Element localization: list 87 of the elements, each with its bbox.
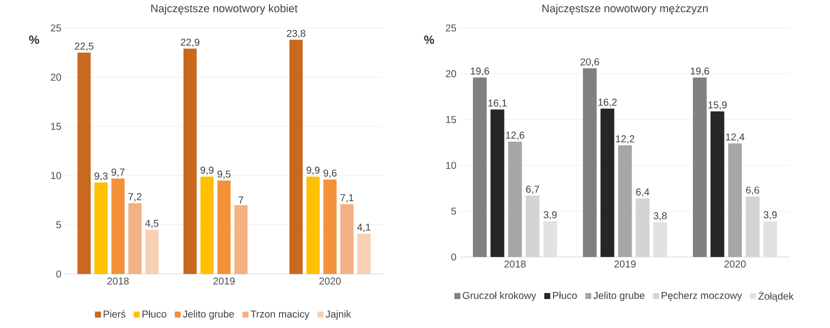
bar — [618, 145, 632, 257]
bar — [728, 143, 742, 257]
legend-label: Jelito grube — [182, 310, 234, 320]
bar — [600, 108, 614, 257]
x-tick-label: 2018 — [107, 278, 129, 285]
data-label: 19,6 — [690, 68, 710, 76]
bar — [582, 68, 597, 257]
x-tick-label: 2020 — [724, 260, 746, 268]
bar — [323, 180, 337, 274]
y-tick-label: 5 — [451, 208, 456, 215]
data-label: 7,2 — [128, 193, 142, 202]
bar — [710, 111, 724, 257]
data-label: 9,3 — [94, 172, 108, 181]
bar — [183, 48, 197, 274]
bar — [111, 178, 125, 274]
data-label: 9,9 — [306, 166, 320, 175]
y-tick-label: 25 — [50, 24, 62, 32]
data-label: 6,7 — [526, 186, 540, 194]
bar — [340, 204, 354, 274]
bar — [508, 142, 522, 257]
data-label: 9,5 — [218, 170, 231, 179]
y-tick-label: 25 — [446, 24, 456, 32]
x-tick-label: 2018 — [504, 260, 526, 268]
legend-label: Jajnik — [326, 310, 352, 320]
legend-label: Pęcherz moczowy — [662, 292, 742, 302]
data-label: 12,6 — [506, 132, 524, 140]
bar — [472, 77, 487, 257]
x-tick-label: 2019 — [213, 278, 235, 285]
data-label: 7 — [238, 196, 244, 204]
x-tick-label: 2020 — [319, 278, 341, 285]
bar — [234, 205, 248, 274]
bar — [77, 52, 91, 274]
bar — [289, 40, 303, 274]
legend-label: Gruczoł krokowy — [462, 292, 536, 301]
chart-title: Najczęstsze nowotwory mężczyzn — [542, 4, 708, 14]
data-label: 7,1 — [340, 194, 354, 202]
data-label: 9,9 — [200, 166, 214, 175]
data-label: 3,8 — [654, 212, 667, 220]
data-label: 23,8 — [286, 30, 306, 38]
bar — [217, 180, 231, 274]
chart-title: Najczęstsze nowotwory kobiet — [151, 4, 298, 14]
y-tick-label: 20 — [50, 74, 62, 81]
data-label: 12,2 — [616, 135, 634, 144]
data-label: 12,4 — [726, 133, 744, 142]
data-label: 20,6 — [580, 58, 600, 67]
data-label: 3,9 — [764, 211, 777, 220]
legend-label: Pierś — [104, 310, 126, 318]
y-tick-label: 15 — [51, 122, 62, 130]
data-label: 16,1 — [488, 100, 507, 108]
data-label: 22,5 — [74, 42, 94, 51]
y-tick-label: 20 — [446, 70, 456, 78]
data-label: 6,4 — [636, 188, 650, 197]
bar — [763, 221, 778, 257]
bar — [692, 77, 707, 257]
bar — [145, 230, 159, 274]
bar — [128, 203, 142, 274]
y-tick-label: 15 — [446, 116, 456, 124]
bar — [306, 176, 320, 274]
y-axis-title: % — [424, 36, 434, 44]
y-axis-title: % — [29, 36, 40, 44]
legend-label: Trzon macicy — [250, 310, 310, 320]
bar — [357, 234, 371, 274]
y-tick-label: 0 — [56, 270, 62, 278]
y-tick-label: 10 — [51, 172, 62, 180]
data-label: 9,7 — [112, 168, 124, 177]
data-label: 4,5 — [145, 220, 158, 228]
bar — [94, 182, 108, 274]
data-label: 4,1 — [357, 224, 370, 232]
x-tick-label: 2019 — [614, 260, 636, 268]
bar — [200, 176, 214, 274]
data-label: 22,9 — [180, 38, 200, 47]
y-tick-label: 10 — [446, 162, 456, 169]
legend-label: Żołądek — [758, 290, 794, 302]
bar — [653, 222, 668, 257]
data-label: 6,6 — [746, 186, 760, 195]
bar — [490, 110, 504, 257]
legend-label: Płuco — [142, 310, 166, 318]
data-label: 19,6 — [470, 68, 490, 76]
data-label: 3,9 — [544, 211, 557, 220]
bar — [543, 221, 558, 257]
y-tick-label: 5 — [56, 221, 62, 228]
legend-label: Płuco — [553, 292, 577, 300]
legend-label: Jelito grube — [593, 292, 644, 301]
data-label: 15,9 — [708, 101, 727, 110]
data-label: 9,6 — [324, 170, 337, 178]
data-label: 16,2 — [598, 98, 617, 107]
y-tick-label: 0 — [451, 253, 456, 261]
